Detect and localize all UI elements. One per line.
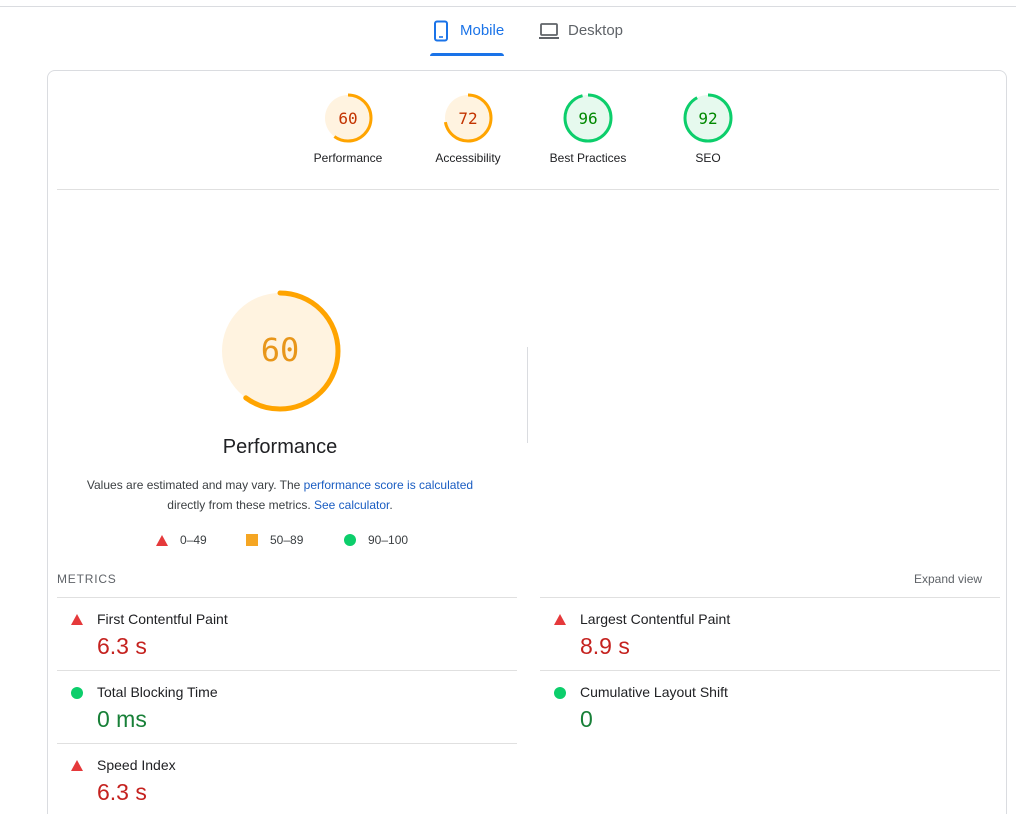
metric-name: Cumulative Layout Shift [580,684,728,700]
circle-icon [344,534,356,546]
gauge-best-practices[interactable]: 96 Best Practices [538,93,638,165]
gauge-label: SEO [695,151,721,165]
legend-fail: 0–49 [156,533,207,547]
gauge-label: Accessibility [435,151,501,165]
gauges-divider [57,189,999,190]
tab-desktop[interactable]: Desktop [538,14,630,56]
laptop-icon [538,20,560,42]
gauge-ring-performance: 60 [323,93,373,143]
legend-average: 50–89 [246,533,303,547]
metric-value: 6.3 s [97,779,147,805]
legend-range: 90–100 [368,533,409,547]
metric-name: Largest Contentful Paint [580,611,731,627]
legend-pass: 90–100 [344,533,408,547]
metric-value: 0 [580,706,593,732]
metric-value: 0 ms [97,706,147,732]
tab-desktop-label: Desktop [568,22,624,39]
triangle-icon [156,534,168,546]
gauge-accessibility[interactable]: 72 Accessibility [418,93,518,165]
gauge-score: 72 [458,109,477,128]
metric-value: 6.3 s [97,633,147,659]
see-calculator-link[interactable]: See calculator [313,498,390,512]
metric-cumulative-layout-shift: Cumulative Layout Shift 0 [540,670,1000,743]
fail-triangle-icon [71,614,83,625]
gauge-performance[interactable]: 60 Performance [298,93,398,165]
gauge-score: 60 [338,109,357,128]
gauge-score: 92 [698,109,717,128]
gauge-label: Best Practices [549,151,627,165]
performance-ring: 60 [219,290,341,412]
legend-range: 50–89 [270,533,304,547]
pass-circle-icon [554,687,566,699]
performance-score: 60 [261,331,300,369]
metric-largest-contentful-paint: Largest Contentful Paint 8.9 s [540,597,1000,670]
legend-range: 0–49 [180,533,207,547]
square-icon [246,534,258,546]
tab-mobile-label: Mobile [460,22,505,39]
score-calculated-link[interactable]: performance score is calculated [303,478,474,492]
expand-view-button[interactable]: Expand view [914,572,983,586]
metric-speed-index: Speed Index 6.3 s [57,743,517,814]
gauge-score: 96 [578,109,597,128]
metric-value: 8.9 s [580,633,630,659]
pass-circle-icon [71,687,83,699]
top-divider [0,6,1016,7]
vertical-divider [527,347,528,443]
device-tabs: Mobile Desktop [0,14,1016,56]
metric-name: Speed Index [97,757,176,773]
note-text: Values are estimated and may vary. The [86,478,304,492]
phone-icon [430,20,452,42]
note-text: . [389,498,393,512]
performance-note: Values are estimated and may vary. The p… [78,475,482,515]
gauge-seo[interactable]: 92 SEO [658,93,758,165]
metric-total-blocking-time: Total Blocking Time 0 ms [57,670,517,743]
fail-triangle-icon [71,760,83,771]
metric-name: First Contentful Paint [97,611,228,627]
category-gauges: 60 Performance 72 Accessibility 96 Best … [48,93,1006,183]
gauge-ring-best-practices: 96 [563,93,613,143]
performance-gauge-large: 60 [218,289,342,413]
metric-name: Total Blocking Time [97,684,218,700]
gauge-ring-accessibility: 72 [443,93,493,143]
note-text: directly from these metrics. [167,498,314,512]
gauge-label: Performance [313,151,383,165]
performance-title: Performance [222,436,338,458]
fail-triangle-icon [554,614,566,625]
tab-mobile[interactable]: Mobile [430,14,504,56]
gauge-ring-seo: 92 [683,93,733,143]
metrics-heading: METRICS [57,572,117,586]
report-card: 60 Performance 72 Accessibility 96 Best … [47,70,1007,814]
metric-first-contentful-paint: First Contentful Paint 6.3 s [57,597,517,670]
